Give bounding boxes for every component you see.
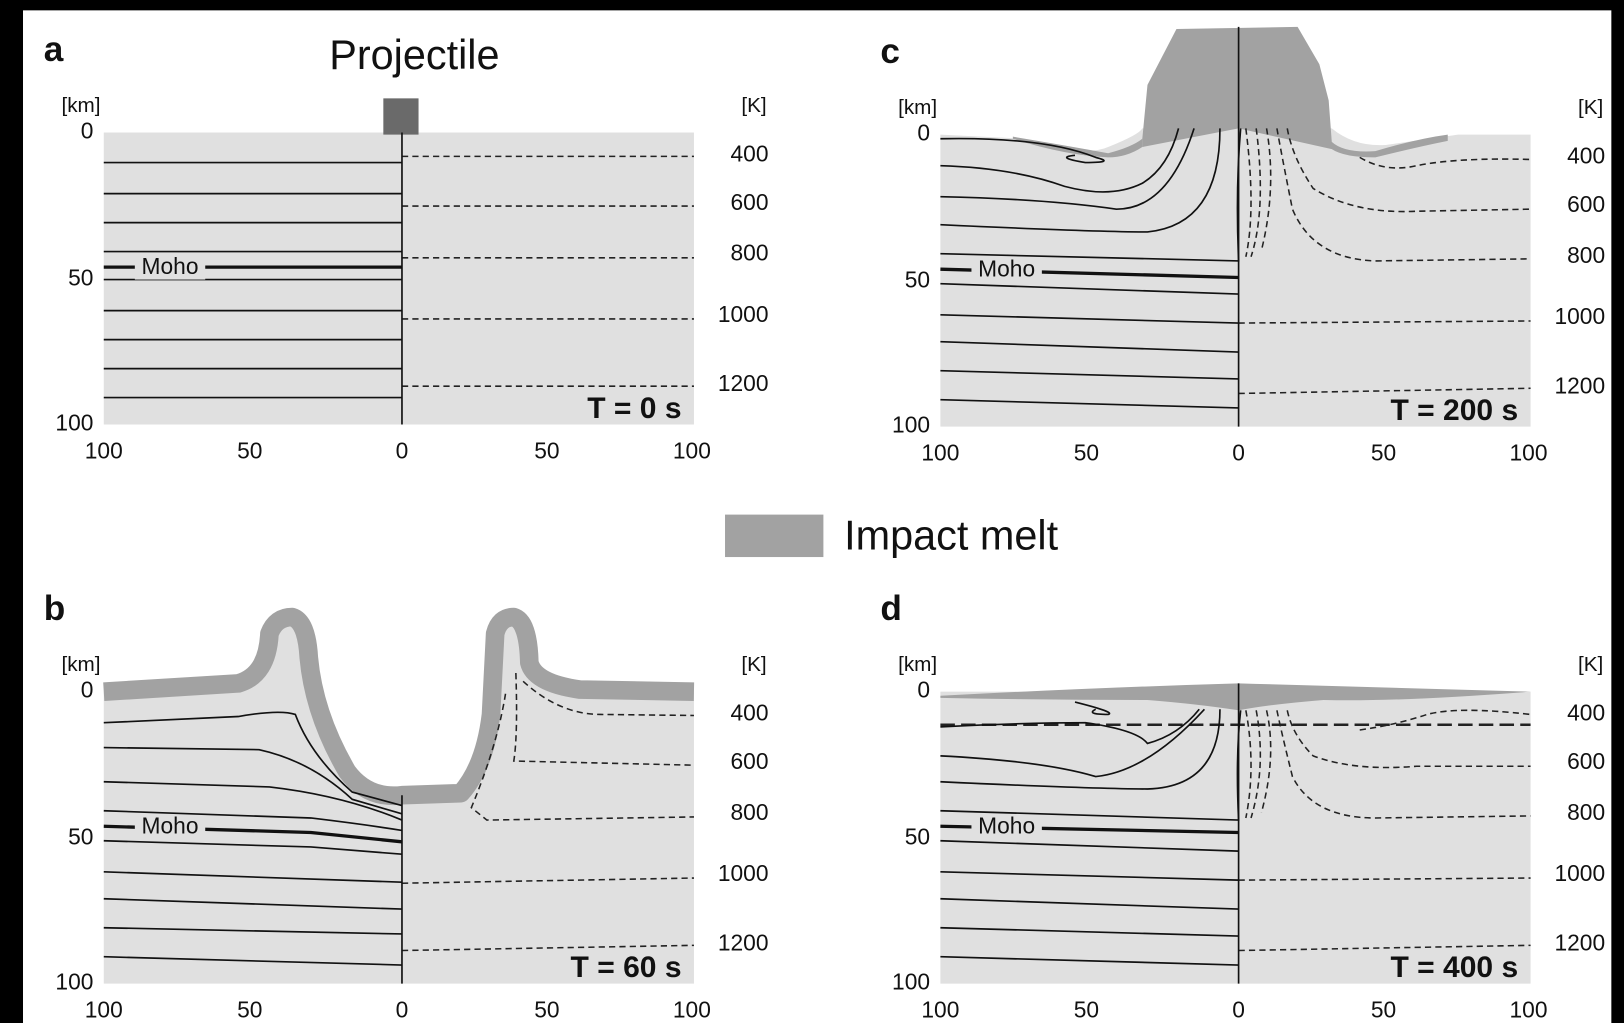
- temperature-unit: [K]: [1578, 653, 1603, 676]
- depth-tick-label: 50: [905, 267, 930, 293]
- depth-tick-label: 100: [892, 412, 930, 438]
- moho-label: Moho: [142, 812, 199, 838]
- moho-label: Moho: [978, 812, 1035, 838]
- distance-tick-label: 100: [921, 440, 959, 466]
- depth-tick-label: 50: [68, 265, 93, 291]
- moho-label-bg: [971, 815, 1042, 839]
- distance-tick-label: 50: [237, 437, 262, 463]
- panel-letter: b: [44, 589, 66, 628]
- panel-letter: d: [880, 589, 901, 628]
- temperature-unit: [K]: [741, 94, 766, 117]
- moho-label-bg: [971, 258, 1042, 282]
- distance-tick-label: 100: [673, 437, 711, 463]
- moho-label-bg: [134, 815, 206, 839]
- temperature-tick-label: 1000: [1554, 303, 1605, 329]
- time-label: T = 400 s: [1391, 951, 1519, 984]
- distance-tick-label: 50: [534, 997, 559, 1023]
- temperature-tick-label: 800: [1567, 242, 1605, 268]
- projectile-block: [383, 98, 419, 135]
- legend-label: Impact melt: [844, 512, 1058, 558]
- distance-tick-label: 100: [85, 997, 123, 1023]
- distance-tick-label: 100: [85, 437, 123, 463]
- distance-tick-label: 100: [1510, 440, 1548, 466]
- temperature-tick-label: 400: [1567, 142, 1605, 168]
- distance-tick-label: 100: [673, 997, 711, 1023]
- distance-tick-label: 50: [1074, 997, 1099, 1023]
- distance-tick-label: 50: [1074, 440, 1099, 466]
- temperature-unit: [K]: [1578, 96, 1603, 119]
- depth-unit: [km]: [898, 96, 937, 119]
- temperature-tick-label: 1200: [1554, 929, 1605, 955]
- panel-letter: a: [44, 30, 64, 69]
- depth-tick-label: 0: [917, 677, 930, 703]
- temperature-tick-label: 400: [731, 699, 769, 725]
- temperature-tick-label: 1000: [718, 860, 769, 886]
- temperature-tick-label: 600: [731, 189, 769, 215]
- depth-unit: [km]: [61, 94, 100, 117]
- distance-tick-label: 0: [396, 437, 409, 463]
- depth-tick-label: 0: [917, 120, 930, 146]
- temperature-unit: [K]: [741, 653, 766, 676]
- distance-tick-label: 0: [1232, 997, 1245, 1023]
- moho-label: Moho: [978, 255, 1035, 281]
- temperature-tick-label: 800: [731, 240, 769, 266]
- projectile-label: Projectile: [329, 32, 499, 78]
- legend-swatch: [725, 514, 824, 558]
- distance-tick-label: 50: [237, 997, 262, 1023]
- time-label: T = 200 s: [1391, 394, 1519, 427]
- temperature-tick-label: 800: [731, 799, 769, 825]
- time-label: T = 60 s: [571, 951, 682, 984]
- distance-tick-label: 50: [1371, 440, 1396, 466]
- moho-label-bg: [134, 256, 206, 280]
- temperature-tick-label: 600: [1567, 191, 1605, 217]
- depth-tick-label: 0: [81, 118, 94, 144]
- distance-tick-label: 0: [396, 997, 409, 1023]
- temperature-tick-label: 600: [1567, 748, 1605, 774]
- distance-tick-label: 100: [1510, 997, 1548, 1023]
- temperature-tick-label: 1000: [1554, 860, 1605, 886]
- distance-tick-label: 50: [1371, 997, 1396, 1023]
- depth-tick-label: 100: [55, 969, 93, 995]
- time-label: T = 0 s: [587, 392, 681, 425]
- temperature-tick-label: 1200: [718, 929, 769, 955]
- temperature-tick-label: 1200: [1554, 372, 1605, 398]
- temperature-tick-label: 1200: [718, 370, 769, 396]
- panel-letter: c: [880, 32, 900, 71]
- depth-tick-label: 0: [81, 677, 94, 703]
- moho-label: Moho: [142, 253, 199, 279]
- depth-tick-label: 50: [905, 824, 930, 850]
- temperature-tick-label: 800: [1567, 799, 1605, 825]
- distance-tick-label: 0: [1232, 440, 1245, 466]
- temperature-tick-label: 400: [1567, 699, 1605, 725]
- temperature-tick-label: 600: [731, 748, 769, 774]
- distance-tick-label: 100: [921, 997, 959, 1023]
- depth-unit: [km]: [898, 653, 937, 676]
- temperature-tick-label: 400: [731, 140, 769, 166]
- depth-tick-label: 50: [68, 824, 93, 850]
- depth-unit: [km]: [61, 653, 100, 676]
- depth-tick-label: 100: [55, 410, 93, 436]
- distance-tick-label: 50: [534, 437, 559, 463]
- temperature-tick-label: 1000: [718, 301, 769, 327]
- depth-tick-label: 100: [892, 969, 930, 995]
